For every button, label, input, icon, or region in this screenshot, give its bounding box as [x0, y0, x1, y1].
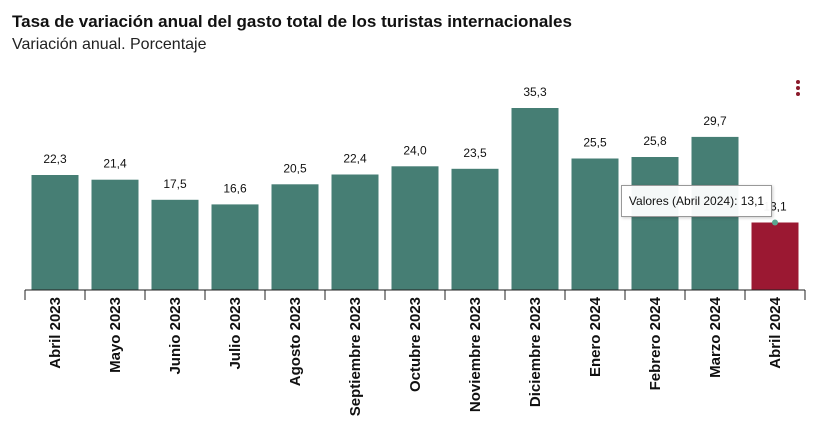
- x-tick-label: Abril 2024: [767, 296, 784, 368]
- data-label: 25,8: [643, 134, 667, 148]
- x-tick-label: Marzo 2024: [707, 296, 724, 378]
- x-tick-label: Agosto 2023: [287, 297, 304, 386]
- bar[interactable]: [751, 222, 799, 291]
- x-tick-label: Noviembre 2023: [467, 297, 484, 412]
- x-tick-label: Julio 2023: [227, 297, 244, 370]
- tooltip: Valores (Abril 2024): 13,1: [621, 185, 772, 217]
- data-label: 24,0: [403, 143, 427, 157]
- x-tick-label: Junio 2023: [167, 297, 184, 375]
- data-label: 23,5: [463, 146, 487, 160]
- bar[interactable]: [451, 168, 499, 290]
- chart-subtitle: Variación anual. Porcentaje: [12, 36, 207, 53]
- data-label: 20,5: [283, 161, 307, 175]
- x-tick-label: Octubre 2023: [407, 297, 424, 392]
- x-tick-label: Septiembre 2023: [347, 297, 364, 416]
- bar[interactable]: [511, 108, 559, 290]
- bar[interactable]: [91, 179, 139, 290]
- bar[interactable]: [631, 157, 679, 290]
- data-label: 29,7: [703, 114, 727, 128]
- bar[interactable]: [391, 166, 439, 290]
- x-tick-label: Enero 2024: [587, 296, 604, 377]
- data-label: 22,4: [343, 152, 367, 166]
- bar[interactable]: [31, 175, 79, 290]
- data-label: 35,3: [523, 85, 547, 99]
- x-tick-label: Mayo 2023: [107, 297, 124, 373]
- bar[interactable]: [211, 204, 259, 290]
- hover-marker: [772, 219, 778, 226]
- x-tick-label: Febrero 2024: [647, 296, 664, 390]
- chart-title: Tasa de variación anual del gasto total …: [12, 12, 572, 31]
- data-label: 17,5: [163, 177, 187, 191]
- bar[interactable]: [151, 199, 199, 290]
- bar[interactable]: [331, 174, 379, 291]
- data-label: 21,4: [103, 157, 127, 171]
- x-tick-label: Abril 2023: [47, 297, 64, 369]
- data-label: 16,6: [223, 181, 247, 195]
- bar[interactable]: [571, 158, 619, 291]
- data-label: 25,5: [583, 136, 607, 150]
- data-label: 22,3: [43, 152, 67, 166]
- kebab-menu-icon[interactable]: [793, 80, 803, 98]
- x-tick-label: Diciembre 2023: [527, 297, 544, 407]
- bar[interactable]: [271, 184, 319, 290]
